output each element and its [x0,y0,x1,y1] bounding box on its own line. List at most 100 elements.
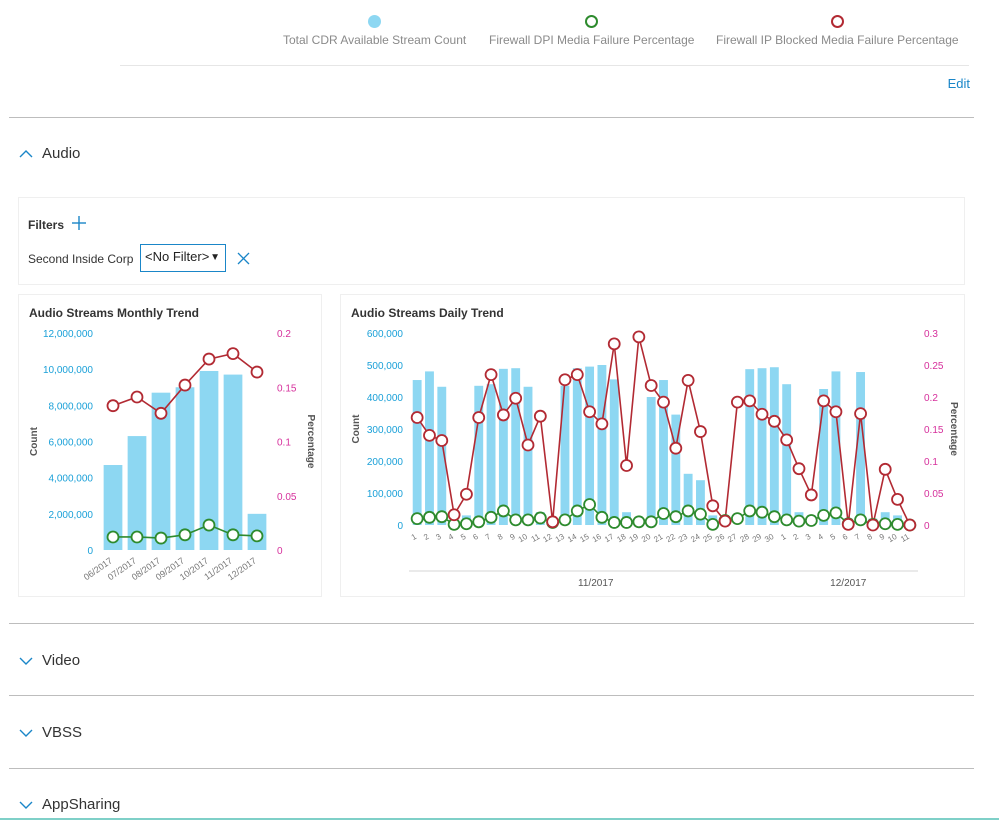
y-axis-tick-label: 500,000 [367,361,404,372]
data-point [829,405,843,419]
data-point [521,513,535,527]
section-header-audio[interactable]: Audio [18,145,80,162]
data-point [570,368,584,381]
data-point [669,441,683,455]
bar [831,371,841,525]
data-point [718,514,732,528]
section-title: Audio [42,145,81,162]
data-point [804,514,818,527]
legend-item-stream-count[interactable]: Total CDR Available Stream Count [283,12,466,47]
x-axis-tick-label: 5 [829,532,838,542]
chevron-up-icon [19,149,33,157]
legend-marker-dpi-failure [585,15,599,28]
y2-axis-tick-label: 0.2 [924,393,938,404]
legend-divider [120,65,969,66]
section-header-video[interactable]: Video [18,652,80,669]
data-point [435,510,449,524]
data-point [866,518,880,532]
y2-axis-tick-label: 0.2 [277,329,291,340]
section-header-appsharing[interactable]: AppSharing [18,796,120,813]
data-point [644,515,658,529]
y-axis-tick-label: 4,000,000 [49,474,94,485]
data-point [509,513,523,527]
data-point [154,531,168,545]
data-point [854,407,867,421]
data-point [755,407,769,421]
x-axis-tick-label: 13 [554,532,567,545]
data-point [731,395,744,409]
legend-label: Total CDR Available Stream Count [283,33,467,47]
data-point [681,504,695,518]
data-point [423,428,436,442]
legend-item-ip-blocked-failure[interactable]: Firewall IP Blocked Media Failure Percen… [716,12,959,47]
bar [175,387,195,550]
data-point [891,492,904,506]
y-axis-tick-label: 0 [87,546,93,557]
x-axis-tick-label: 17 [603,532,616,545]
monthly-trend-panel: Audio Streams Monthly Trend 0 2,000,000 4,… [18,294,322,597]
x-axis-tick-label: 24 [689,532,702,545]
y-axis-tick-label: 600,000 [367,329,404,340]
data-point [106,530,120,544]
data-point [878,462,892,476]
data-point [669,510,683,524]
y-axis-title: Count [351,414,362,444]
x-axis-tick-label: 11 [530,532,542,544]
y-axis-tick-label: 8,000,000 [49,401,94,412]
x-axis-tick-label: 7 [484,532,493,542]
data-point [891,517,904,531]
data-point [780,513,794,527]
bar [511,368,521,525]
data-point [607,516,621,529]
data-point [743,504,757,518]
data-point [178,528,192,542]
y-axis-tick-label: 10,000,000 [43,365,93,376]
bar [486,384,496,525]
section-header-vbss[interactable]: VBSS [18,724,82,741]
bar [103,465,123,550]
x-axis-tick-label: 19 [628,532,641,545]
x-axis-tick-label: 3 [434,532,443,542]
data-point [558,373,572,387]
chevron-down-icon [19,729,33,737]
filters-panel: Filters Second Inside Corp <No Filter> ▼ [18,197,965,285]
chevron-down-icon [19,801,33,809]
data-point [533,409,547,423]
data-point [410,512,424,526]
bar [572,368,582,525]
add-filter-icon[interactable] [70,214,88,232]
data-point [854,513,867,527]
data-point [706,499,720,513]
legend-item-dpi-failure[interactable]: Firewall DPI Media Failure Percentage [489,12,694,47]
y2-axis-tick-label: 0.05 [924,489,944,500]
legend-marker-stream-count [368,15,382,28]
monthly-trend-chart: 0 2,000,000 4,000,000 6,000,000 8,000,000 10,… [29,329,316,582]
x-axis-tick-label: 5 [459,532,468,542]
data-point [472,515,486,529]
x-axis-tick-label: 27 [726,532,739,545]
data-point [694,425,707,438]
data-point [804,488,818,502]
x-axis-tick-label: 25 [702,532,715,545]
data-point [570,504,584,518]
filter-dropdown[interactable]: <No Filter> ▼ [140,244,226,272]
bar [769,367,779,525]
bar [127,436,147,550]
clear-filter-icon[interactable] [237,252,250,265]
data-point [202,518,216,532]
x-axis-tick-label: 14 [566,532,579,545]
x-axis-tick-label: 28 [739,532,752,545]
filter-selected-value: <No Filter> [145,249,210,264]
x-axis-tick-label: 2 [422,532,431,542]
section-divider [9,695,974,696]
data-point [521,438,535,452]
data-point [106,399,120,413]
data-point [595,417,609,431]
x-axis-tick-label: 26 [714,532,727,545]
data-point [496,504,510,518]
section-title: Video [42,652,81,669]
chart-title: Audio Streams Daily Trend [351,306,504,320]
y2-axis-tick-label: 0.1 [277,438,291,449]
bar [523,386,533,525]
edit-link[interactable]: Edit [947,76,970,91]
